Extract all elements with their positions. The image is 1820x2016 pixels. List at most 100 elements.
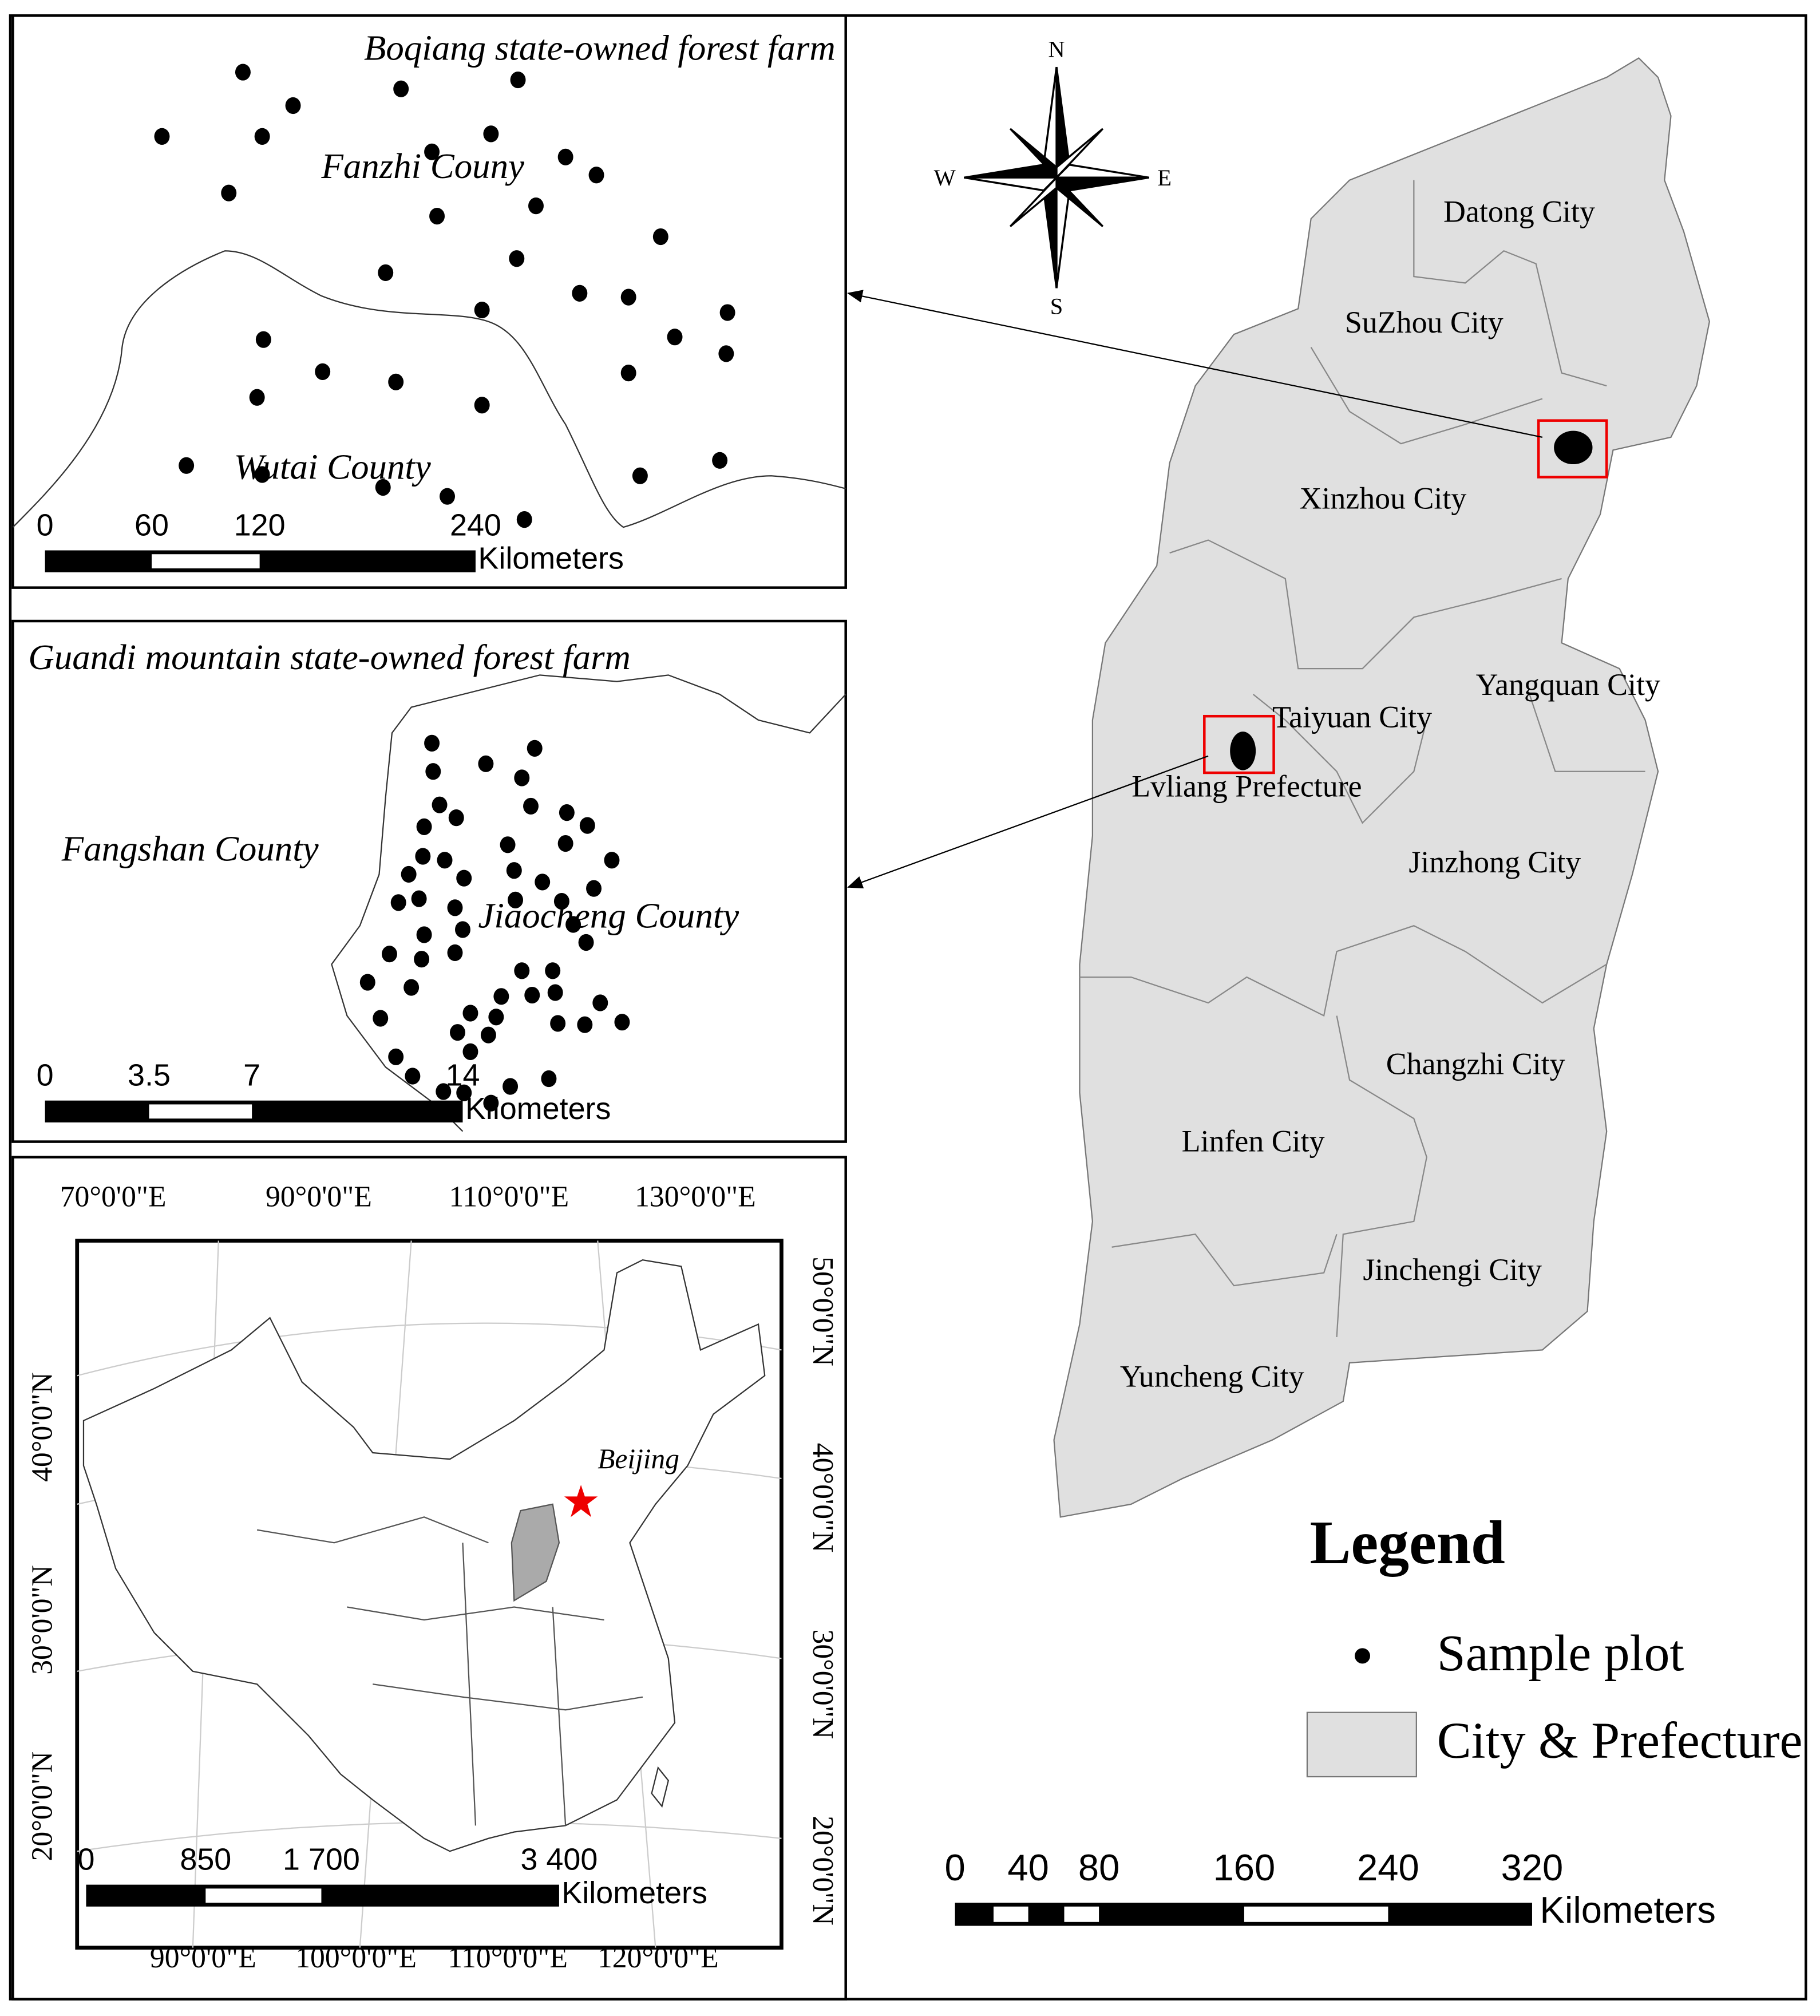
sample-plot bbox=[578, 934, 594, 951]
plot-cluster bbox=[1230, 732, 1256, 770]
sample-plot bbox=[488, 1009, 504, 1026]
county-boundary bbox=[331, 674, 846, 1132]
city-label: Yuncheng City bbox=[1120, 1359, 1304, 1393]
sample-plot bbox=[447, 899, 463, 916]
scale-bar-segment bbox=[152, 554, 260, 568]
scale-bar bbox=[45, 1100, 463, 1122]
sample-plot bbox=[478, 755, 494, 772]
shanxi-highlight bbox=[511, 1503, 560, 1602]
sample-plot bbox=[480, 1026, 496, 1043]
scale-label: 240 bbox=[450, 508, 501, 542]
sample-plot bbox=[255, 331, 271, 348]
inset-frame bbox=[11, 14, 847, 589]
scale-label: 1 700 bbox=[283, 1842, 360, 1876]
sample-plot bbox=[528, 197, 544, 215]
sample-plot bbox=[524, 986, 540, 1004]
province-outline bbox=[1053, 57, 1711, 1518]
sample-plot bbox=[462, 1005, 478, 1022]
sample-plot bbox=[503, 1078, 519, 1095]
legend-title: Legend bbox=[1309, 1509, 1505, 1577]
compass-rose bbox=[964, 66, 1149, 288]
latitude-label: 20°0'0"N bbox=[26, 1752, 58, 1861]
scale-bar bbox=[955, 1903, 1532, 1926]
sample-plot bbox=[541, 1070, 557, 1088]
sample-plot bbox=[429, 208, 445, 225]
scale-label: 0 bbox=[944, 1847, 965, 1888]
sample-plot bbox=[527, 740, 543, 757]
sample-plot bbox=[378, 264, 394, 282]
sample-plot bbox=[493, 988, 509, 1005]
sample-plot bbox=[447, 944, 463, 962]
sample-plot bbox=[424, 143, 440, 160]
scale-bar bbox=[45, 550, 476, 572]
area-label: Jiaocheng County bbox=[478, 895, 739, 935]
scale-unit: Kilometers bbox=[478, 541, 624, 576]
sample-plot bbox=[411, 890, 427, 907]
scale-label: 7 bbox=[243, 1058, 260, 1093]
area-label: Fanzhi Couny bbox=[321, 146, 524, 186]
scale-label: 14 bbox=[446, 1058, 480, 1093]
legend-label: City & Prefecture bbox=[1437, 1713, 1803, 1769]
scale-label: 80 bbox=[1078, 1847, 1119, 1888]
inset-title: Guandi mountain state-owned forest farm bbox=[28, 637, 631, 677]
scale-label: 320 bbox=[1501, 1847, 1564, 1888]
sample-plot bbox=[632, 467, 648, 484]
scale-bar bbox=[86, 1884, 559, 1907]
sample-plot bbox=[545, 962, 561, 979]
sample-plot bbox=[179, 457, 195, 474]
scale-label: 120 bbox=[234, 508, 286, 542]
sample-plot bbox=[401, 865, 417, 883]
legend-label: Sample plot bbox=[1437, 1625, 1684, 1682]
sample-plot bbox=[620, 288, 636, 306]
sample-plot bbox=[712, 452, 728, 469]
sample-plot bbox=[235, 64, 251, 81]
sample-plot bbox=[405, 1068, 421, 1085]
sample-plot bbox=[547, 984, 563, 1001]
plot-cluster bbox=[1554, 430, 1593, 465]
city-label: Lvliang Prefecture bbox=[1131, 769, 1362, 804]
sample-plot bbox=[553, 893, 569, 910]
sample-plot bbox=[508, 891, 524, 908]
sample-plot bbox=[514, 769, 530, 786]
city-label: Jinzhong City bbox=[1408, 845, 1581, 879]
inset-frame bbox=[11, 619, 847, 1143]
sample-plot bbox=[667, 329, 683, 346]
sample-plot bbox=[565, 916, 581, 933]
legend-dot bbox=[1355, 1648, 1370, 1664]
longitude-label: 90°0'0"E bbox=[150, 1942, 256, 1974]
pointer-arrow bbox=[847, 755, 1209, 888]
sample-plot bbox=[614, 1014, 630, 1031]
sample-plot bbox=[500, 836, 516, 853]
sample-plot bbox=[456, 1084, 472, 1101]
sample-plot bbox=[523, 797, 539, 815]
city-label: Datong City bbox=[1443, 195, 1595, 229]
scale-unit: Kilometers bbox=[561, 1876, 707, 1910]
latitude-label: 50°0'0"N bbox=[806, 1256, 839, 1366]
scale-bar-segment bbox=[149, 1104, 252, 1119]
map-frame bbox=[75, 1239, 784, 1950]
compass-label: N bbox=[1048, 36, 1065, 62]
scale-label: 3.5 bbox=[128, 1058, 171, 1093]
city-label: SuZhou City bbox=[1345, 305, 1504, 339]
sample-plot bbox=[592, 994, 608, 1011]
sample-plot bbox=[415, 848, 431, 865]
scale-label: 0 bbox=[37, 1058, 54, 1093]
island-outline bbox=[651, 1766, 670, 1808]
scale-bar-segment bbox=[205, 1888, 322, 1903]
scale-label: 160 bbox=[1213, 1847, 1276, 1888]
sample-plot bbox=[416, 818, 432, 835]
sample-plot bbox=[424, 734, 440, 752]
sample-plot bbox=[559, 804, 575, 821]
highlight-box bbox=[1203, 714, 1275, 774]
sample-plot bbox=[359, 974, 375, 991]
latitude-label: 20°0'0"N bbox=[806, 1816, 839, 1926]
sample-plot bbox=[448, 809, 464, 827]
sample-plot bbox=[557, 148, 573, 165]
sample-plot bbox=[579, 817, 595, 834]
sample-plot bbox=[388, 1048, 404, 1065]
sample-plot bbox=[440, 488, 455, 505]
longitude-label: 110°0'0"E bbox=[449, 1180, 569, 1213]
sample-plot bbox=[586, 880, 602, 897]
scale-label: 0 bbox=[37, 508, 54, 542]
sample-plot bbox=[652, 228, 668, 246]
